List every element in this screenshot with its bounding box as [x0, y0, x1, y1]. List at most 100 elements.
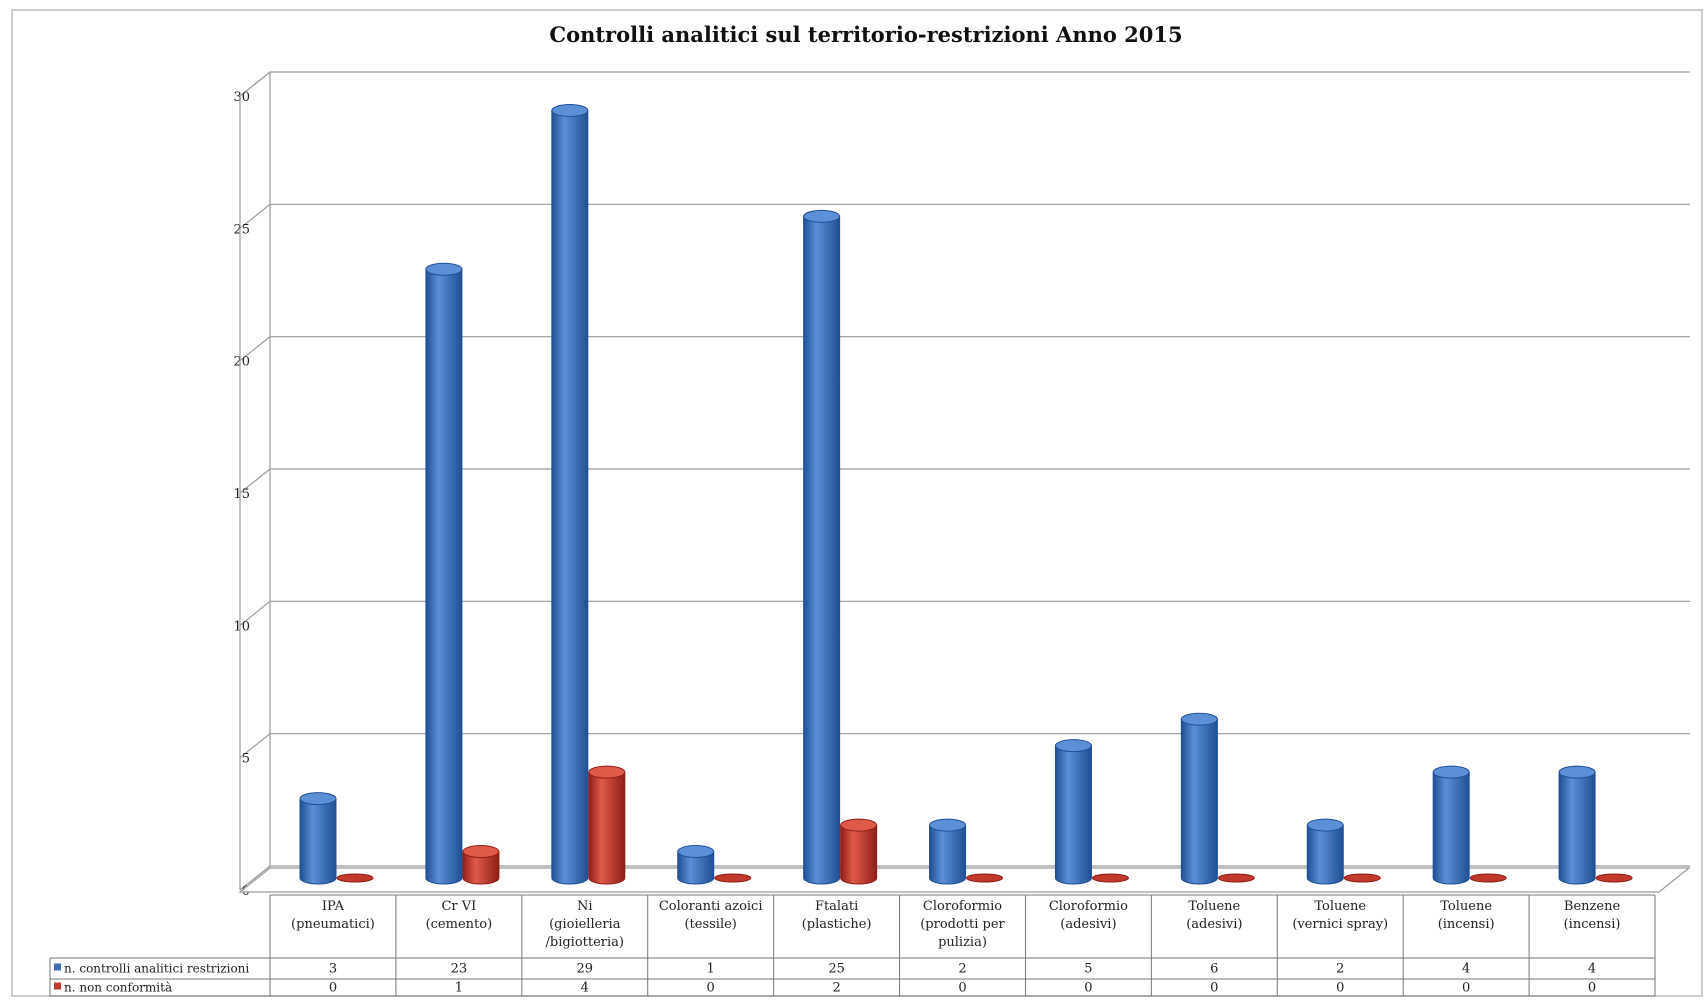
bar-controlli	[1306, 824, 1344, 885]
data-table-value: 25	[828, 962, 845, 977]
bar-controlli-top	[1306, 818, 1344, 832]
x-category-label: (pneumatici)	[291, 917, 375, 932]
y-tick-label: 10	[233, 619, 250, 634]
data-table-value: 0	[958, 981, 966, 996]
x-category-label: Ni	[577, 899, 593, 914]
data-table-value: 0	[329, 981, 337, 996]
bar-non-conformita-zero	[1469, 873, 1507, 883]
bar-controlli-top	[803, 209, 841, 223]
legend-series-label: n. non conformità	[64, 981, 172, 995]
x-category-label: Toluene	[1440, 899, 1492, 914]
x-category-label: (cemento)	[426, 917, 493, 932]
data-table-value: 5	[1084, 962, 1092, 977]
bar-controlli	[1054, 745, 1092, 885]
data-table-value: 2	[832, 981, 840, 996]
y-tick-label: 15	[233, 487, 250, 502]
bar-controlli	[299, 798, 337, 885]
x-category-label: (adesivi)	[1060, 917, 1116, 932]
x-category-label: (tessile)	[684, 917, 736, 932]
bar-controlli-top	[299, 792, 337, 806]
y-tick-label: 25	[233, 222, 250, 237]
x-category-label: Benzene	[1564, 899, 1621, 914]
bar-controlli-top	[677, 845, 715, 859]
data-table-value: 3	[329, 962, 337, 977]
gridline-side	[239, 865, 271, 891]
legend-swatch	[54, 963, 61, 971]
bar-non-conformita-zero	[966, 873, 1004, 883]
x-category-label: (plastiche)	[802, 917, 872, 932]
data-table-value: 2	[1336, 962, 1344, 977]
gridline-side	[239, 600, 271, 626]
data-table-value: 0	[1588, 981, 1596, 996]
bar-non-conformita-zero	[336, 873, 374, 883]
data-table-value: 6	[1210, 962, 1218, 977]
bar-controlli-top	[1054, 739, 1092, 753]
bar-controlli	[803, 215, 841, 885]
data-table-value: 23	[451, 962, 468, 977]
bar-controlli-top	[1180, 712, 1218, 726]
data-table-value: 4	[581, 981, 589, 996]
data-table-value: 0	[1462, 981, 1470, 996]
bar-non-conformita-top	[840, 818, 878, 832]
data-table-value: 4	[1462, 962, 1470, 977]
bar-controlli-top	[1558, 765, 1596, 779]
chart-title: Controlli analitici sul territorio-restr…	[549, 22, 1182, 47]
x-category-label: Cr VI	[441, 899, 476, 914]
legend-swatch	[54, 982, 61, 990]
x-category-label: (adesivi)	[1186, 917, 1242, 932]
bar-controlli-top	[425, 262, 463, 276]
x-category-label: pulizia)	[938, 935, 987, 950]
x-category-label: Cloroformio	[1049, 899, 1128, 914]
bar-non-conformita-zero	[1595, 873, 1633, 883]
gridline-side	[239, 336, 271, 362]
gridline-side	[239, 468, 271, 494]
data-table-value: 0	[707, 981, 715, 996]
gridline-side	[239, 203, 271, 229]
bar-controlli	[551, 109, 589, 885]
data-table-value: 1	[707, 962, 715, 977]
bar-non-conformita-zero	[1217, 873, 1255, 883]
data-table-value: 0	[1084, 981, 1092, 996]
bar-controlli	[677, 851, 715, 885]
x-category-label: Ftalati	[815, 899, 858, 914]
bar-non-conformita-zero	[1091, 873, 1129, 883]
x-category-label: Toluene	[1314, 899, 1366, 914]
bar-controlli	[425, 268, 463, 885]
bar-non-conformita-top	[462, 845, 500, 859]
data-table-value: 0	[1336, 981, 1344, 996]
bar-controlli-top	[1432, 765, 1470, 779]
y-tick-label: 5	[242, 752, 250, 767]
data-table-value: 1	[455, 981, 463, 996]
x-category-label: IPA	[322, 899, 345, 914]
gridline-side	[239, 71, 271, 97]
x-category-label: /bigiotteria)	[546, 935, 625, 950]
bar-non-conformita-zero	[714, 873, 752, 883]
bar-non-conformita	[588, 771, 626, 885]
x-category-label: Coloranti azoici	[659, 899, 763, 914]
x-category-label: Cloroformio	[923, 899, 1002, 914]
bar-controlli	[1558, 771, 1596, 885]
bar-non-conformita-zero	[1343, 873, 1381, 883]
bar-controlli-top	[551, 103, 589, 117]
bar-non-conformita	[462, 851, 500, 885]
y-tick-label: 30	[233, 90, 250, 105]
x-category-label: (incensi)	[1564, 917, 1621, 932]
x-category-label: Toluene	[1188, 899, 1240, 914]
bar-non-conformita-top	[588, 765, 626, 779]
gridline-side	[239, 733, 271, 759]
data-table-value: 4	[1588, 962, 1596, 977]
bar-non-conformita	[840, 824, 878, 885]
bar-controlli	[1180, 718, 1218, 885]
bar-controlli	[1432, 771, 1470, 885]
y-tick-label: 20	[233, 355, 250, 370]
data-table-value: 29	[576, 962, 593, 977]
x-category-label: (incensi)	[1438, 917, 1495, 932]
x-category-label: (vernici spray)	[1292, 917, 1388, 932]
legend-series-label: n. controlli analitici restrizioni	[64, 962, 249, 976]
data-table-value: 2	[958, 962, 966, 977]
bar-controlli-top	[929, 818, 967, 832]
data-table-value: 0	[1210, 981, 1218, 996]
x-category-label: (gioielleria	[549, 917, 621, 932]
